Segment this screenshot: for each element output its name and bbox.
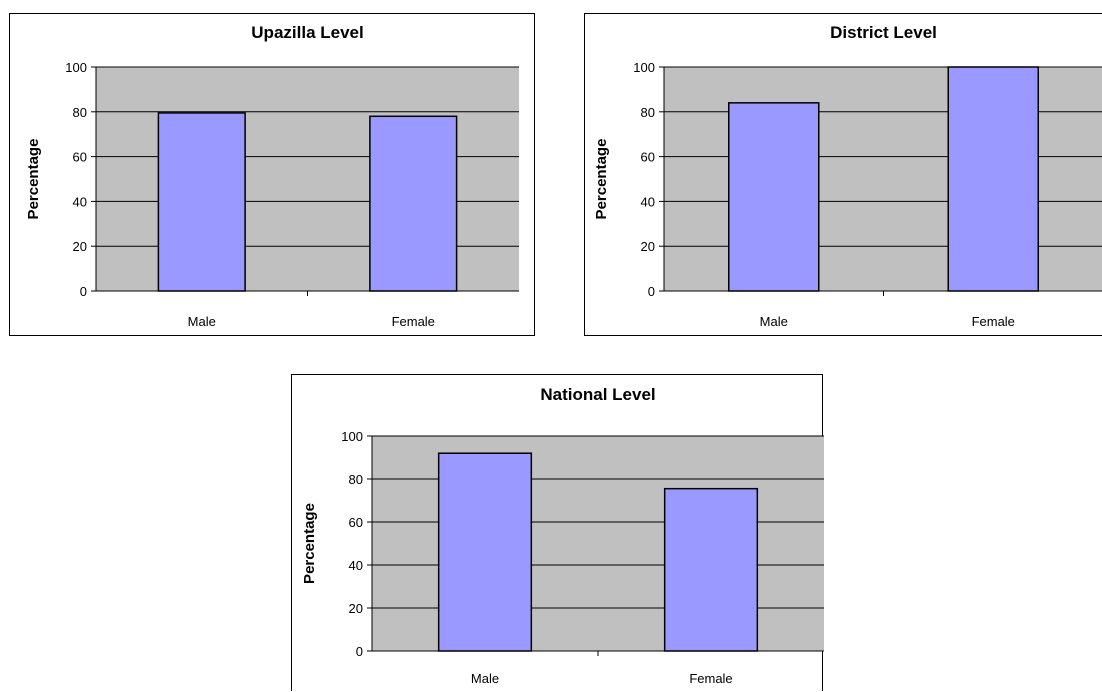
bar-male (157, 112, 246, 292)
y-tick-label: 80 (641, 105, 655, 120)
chart-title: Upazilla Level (251, 23, 363, 42)
y-tick-label: 20 (349, 601, 363, 616)
bar-female (369, 115, 458, 292)
bar-chart-upazilla: Upazilla Level 0 20 40 60 80 100 Percentage Male… (25, 23, 519, 329)
y-tick-label: 100 (65, 60, 87, 75)
x-category-label: Male (760, 314, 788, 329)
chart-title: District Level (830, 23, 937, 42)
y-tick-label: 80 (349, 472, 363, 487)
y-tick-label: 80 (73, 105, 87, 120)
y-tick-label: 60 (349, 515, 363, 530)
chart-panel-national: National Level 0 20 40 60 80 100 Percentage Male… (291, 374, 824, 691)
y-tick-label: 0 (356, 644, 363, 659)
bar-female (663, 487, 759, 652)
y-tick-label: 40 (73, 194, 87, 209)
y-axis-label: Percentage (301, 503, 318, 584)
y-axis-label: Percentage (25, 139, 42, 220)
y-tick-label: 0 (648, 284, 655, 299)
y-tick-label: 100 (633, 60, 655, 75)
y-tick-label: 0 (80, 284, 87, 299)
y-axis-label: Percentage (593, 139, 610, 220)
y-tick-label: 40 (349, 558, 363, 573)
x-category-label: Female (972, 314, 1015, 329)
y-tick-label: 20 (73, 239, 87, 254)
bar-chart-national: National Level 0 20 40 60 80 100 Percentage Male… (301, 385, 824, 686)
bar-male (437, 452, 533, 652)
y-tick-label: 100 (341, 429, 363, 444)
y-tick-label: 60 (641, 150, 655, 165)
chart-panel-upazilla: Upazilla Level 0 20 40 60 80 100 Percentage Male… (9, 13, 535, 336)
bar-chart-district: District Level 0 20 40 60 80 100 Percentage Male… (593, 23, 1102, 329)
x-category-label: Male (188, 314, 216, 329)
x-category-label: Male (471, 671, 499, 686)
x-category-label: Female (689, 671, 732, 686)
y-tick-label: 60 (73, 150, 87, 165)
x-category-label: Female (392, 314, 435, 329)
chart-title: National Level (540, 385, 655, 404)
bar-female (947, 66, 1039, 292)
chart-panel-district: District Level 0 20 40 60 80 100 Percentage Male… (584, 13, 1102, 336)
bar-male (728, 102, 820, 292)
y-tick-label: 20 (641, 239, 655, 254)
y-tick-label: 40 (641, 194, 655, 209)
